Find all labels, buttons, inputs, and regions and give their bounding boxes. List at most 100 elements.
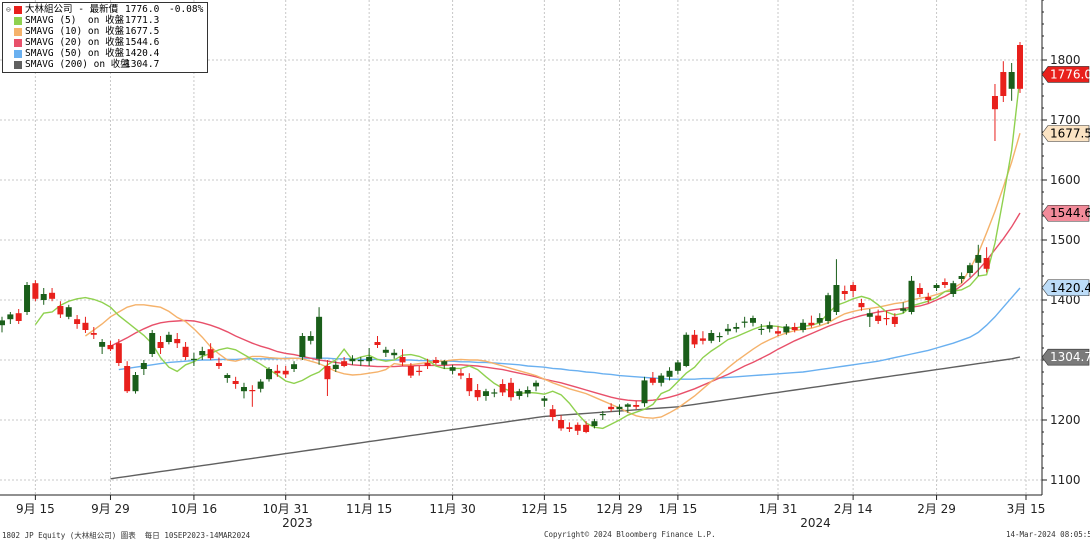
candle [674,360,681,375]
candle-body [716,336,723,338]
x-tick-label: 11月 15 [346,502,392,516]
legend-row-price[interactable]: ⊖ 大林組公司 - 最新價 1776.0 -0.08% [6,4,203,15]
candle-body [65,307,72,317]
candle [966,262,973,278]
y-tick-label: 1600 [1050,173,1081,187]
candle [457,369,464,380]
candle [533,380,540,392]
candle-body [958,276,965,279]
candle [90,327,97,339]
candle [941,278,948,288]
candle [766,321,773,333]
candle [174,333,181,348]
candle-body [941,282,948,285]
candle-body [432,360,439,363]
x-tick-label: 9月 29 [91,502,130,516]
candle [341,357,348,368]
footer-security: 1802 JP Equity (大林組公司) 圖表 每日 10SEP2023-1… [2,531,251,540]
candle-body [107,345,114,350]
candle [791,322,798,333]
candle [749,315,756,327]
candle-body [224,375,231,378]
expand-icon[interactable]: ⊖ [6,5,11,14]
candle-body [57,306,64,315]
legend-row-sma[interactable]: SMAVG (50) on 收盤 1420.4 [6,48,203,59]
candle-body [875,315,882,321]
legend[interactable]: ⊖ 大林組公司 - 最新價 1776.0 -0.08% SMAVG (5) on… [2,2,209,73]
candle-body [291,364,298,369]
candle [925,292,932,303]
price-tag-box [1041,348,1090,366]
candle-body [249,390,256,392]
candle [399,349,406,366]
candle [841,285,848,300]
y-tick-label: 1500 [1050,233,1081,247]
candle-body [374,342,381,345]
legend-row-sma[interactable]: SMAVG (5) on 收盤 1771.3 [6,15,203,26]
candle [115,339,122,366]
candle [274,364,281,377]
price-chart: 11001200130014001500160017001800 9月 159月… [0,0,1090,529]
candle-body [749,318,756,323]
legend-row-sma[interactable]: SMAVG (200) on 收盤 1304.7 [6,59,203,70]
candle [382,346,389,357]
candle-body [516,391,523,396]
candle [357,357,364,366]
candle-body [691,334,698,345]
candle-body [858,303,865,308]
candle-body [891,316,898,324]
candle-body [658,375,665,383]
candle [633,400,640,410]
candle-body [724,328,731,332]
candle [616,404,623,416]
x-year-label: 2023 [282,516,313,529]
legend-row-sma[interactable]: SMAVG (10) on 收盤 1677.5 [6,26,203,37]
candle [883,310,890,326]
candle-body [758,328,765,330]
legend-swatch [14,49,22,58]
candle-body [399,357,406,363]
candle-body [407,366,414,376]
sma-line-sma200 [110,356,1021,480]
candle [499,379,506,396]
price-tag-label: 1420.4 [1050,281,1090,295]
candle-body [816,318,823,323]
candle [641,376,648,407]
candle-body [341,361,348,366]
candle-body [207,349,214,359]
candle [324,360,331,396]
candle-body [741,321,748,323]
candle [608,403,615,412]
candle [432,357,439,365]
candle [49,288,56,302]
candle [1017,42,1023,93]
candle-body [966,265,973,273]
candle-body [0,320,5,326]
candle [299,333,306,360]
candle-body [933,285,940,288]
candle-body [190,358,197,360]
candle [850,282,857,297]
price-tags: 1776.0 1677.5 1544.6 1420.4 1304.7 [1041,66,1090,366]
candle-body [549,409,556,417]
candle-body [349,358,356,362]
candle-body [616,406,623,410]
candle-body [991,96,998,110]
candle [991,84,998,141]
candle [933,283,940,291]
candle-body [82,322,89,330]
candle-body [474,390,481,398]
candle [983,247,990,273]
moving-average-lines [34,76,1021,480]
candle-body [149,333,156,354]
candle-body [24,285,31,312]
candle [549,405,556,422]
sma-line-sma10 [84,133,1021,419]
candle [24,282,31,315]
price-tag: 1677.5 [1041,125,1090,142]
legend-row-sma[interactable]: SMAVG (20) on 收盤 1544.6 [6,37,203,48]
candle [374,336,381,348]
candle [516,388,523,400]
price-tag: 1420.4 [1041,279,1090,297]
candle [199,346,206,360]
